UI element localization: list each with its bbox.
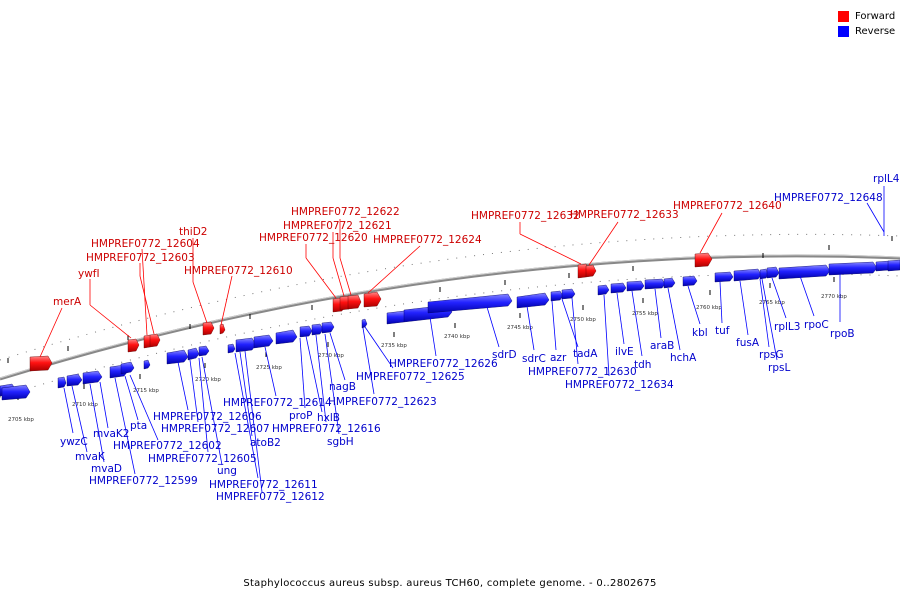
gene-label-rpoC: rpoC [804,319,829,331]
gene-label-12616: HMPREF0772_12616 [272,423,381,435]
legend-reverse: Reverse [838,24,895,39]
gene-label-tdh: tdh [634,359,651,371]
gene-label-12611: HMPREF0772_12611 [209,479,318,491]
scale-label: 2735 kbp [381,343,407,349]
gene-label-mvaD: mvaD [91,463,122,475]
genome-caption: Staphylococcus aureus subsp. aureus TCH6… [243,578,657,589]
gene-label-tuf: tuf [715,325,730,337]
scale-label: 2740 kbp [444,334,470,340]
scale-label: 2750 kbp [570,317,596,323]
gene-label-fusA: fusA [736,337,760,349]
gene-label-ilvE: ilvE [615,346,634,358]
scale-label: 2720 kbp [195,377,221,383]
gene-label-mvaK: mvaK [75,451,106,463]
scale-label: 2715 kbp [133,388,159,394]
gene-label-pta: pta [130,420,147,432]
scale-label: 2770 kbp [821,294,847,300]
gene-label-ung: ung [217,465,237,477]
forward-labels: merA ywfI HMPREF0772_12604 HMPREF0772_12… [53,200,782,308]
gene-label-hchA: hchA [670,352,697,364]
gene-label-12648: HMPREF0772_12648 [774,192,883,204]
gene-label-12633: HMPREF0772_12633 [570,209,679,221]
gene-label-merA: merA [53,296,82,308]
scale-label: 2755 kbp [632,311,658,317]
gene-label-12626: HMPREF0772_12626 [389,358,498,370]
gene-label-thiD2: thiD2 [179,226,207,238]
reverse-labels: ywzC mvaK mvaD mvaK2 HMPREF0772_12599 pt… [60,173,900,503]
gene-label-12604: HMPREF0772_12604 [91,238,200,250]
gene-label-ywfI: ywfI [78,268,100,280]
gene-label-12602: HMPREF0772_12602 [113,440,222,452]
gene-label-12605: HMPREF0772_12605 [148,453,257,465]
gene-label-12622: HMPREF0772_12622 [291,206,400,218]
reverse-tick-track [0,273,900,398]
scale-label: 2705 kbp [8,417,34,423]
gene-label-12607: HMPREF0772_12607 [161,423,270,435]
gene-label-kbl: kbl [692,327,708,339]
forward-tick-track [0,233,900,361]
scale-label: 2725 kbp [256,365,282,371]
gene-label-azr: azr [550,352,567,364]
gene-label-rpoB: rpoB [830,328,855,340]
scale-label: 2765 kbp [759,300,785,306]
scale-label: 2730 kbp [318,353,344,359]
gene-label-nagB: nagB [329,381,356,393]
gene-label-sgbH: sgbH [327,436,354,448]
gene-label-tadA: tadA [573,348,598,360]
gene-label-12623: HMPREF0772_12623 [328,396,437,408]
gene-label-ywzC: ywzC [60,436,88,448]
gene-label-hxlB: hxlB [317,412,340,424]
gene-label-rpsG: rpsG [759,349,784,361]
reverse-leader-lines [63,186,885,493]
scale-label: 2760 kbp [696,305,722,311]
gene-label-12599: HMPREF0772_12599 [89,475,198,487]
legend-forward-label: Forward [855,11,896,22]
gene-label-12630: HMPREF0772_12630 [528,366,637,378]
scale-label: 2710 kbp [72,402,98,408]
gene-label-12624: HMPREF0772_12624 [373,234,482,246]
reverse-gene-blocks [0,259,900,401]
forward-gene-blocks [29,252,713,372]
forward-leader-lines [39,212,723,358]
gene-label-12640: HMPREF0772_12640 [673,200,782,212]
gene-label-rpsL: rpsL [768,362,790,374]
legend-forward-swatch [838,11,849,22]
gene-label-atoB2: atoB2 [250,437,281,449]
gene-label-12625: HMPREF0772_12625 [356,371,465,383]
gene-label-12610: HMPREF0772_12610 [184,265,293,277]
scale-labels: 2705 kbp 2710 kbp 2715 kbp 2720 kbp 2725… [8,294,847,423]
gene-label-12621: HMPREF0772_12621 [283,220,392,232]
gene-label-rplL4: rplL4 [873,173,900,185]
legend: Forward Reverse [838,9,895,39]
gene-label-12612: HMPREF0772_12612 [216,491,325,503]
legend-reverse-swatch [838,26,849,37]
gene-label-rplL3: rplL3 [774,321,800,333]
gene-label-12620: HMPREF0772_12620 [259,232,368,244]
gene-label-araB: araB [650,340,674,352]
gene-label-proP: proP [289,410,313,422]
gene-label-12632: HMPREF0772_12632 [471,210,580,222]
gene-label-sdrC: sdrC [522,353,546,365]
gene-label-sdrD: sdrD [492,349,517,361]
gene-label-12603: HMPREF0772_12603 [86,252,195,264]
gene-label-mvaK2: mvaK2 [93,428,129,440]
legend-forward: Forward [838,9,895,24]
gene-label-12634: HMPREF0772_12634 [565,379,674,391]
scale-label: 2745 kbp [507,325,533,331]
gene-label-12606: HMPREF0772_12606 [153,411,262,423]
legend-reverse-label: Reverse [855,26,896,37]
gene-label-12614: HMPREF0772_12614 [223,397,332,409]
